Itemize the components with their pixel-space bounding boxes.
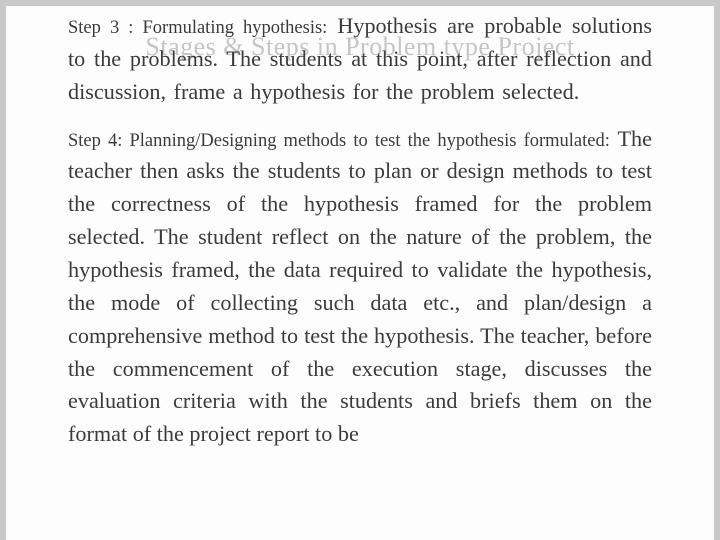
- page-content: Step 3 : Formulating hypothesis: Hypothe…: [68, 10, 652, 451]
- step-4-body: The teacher then asks the students to pl…: [68, 126, 652, 447]
- step-4-label: Step 4: Planning/Designing methods to te…: [68, 131, 610, 151]
- document-page: Stages & Steps in Problem type Project S…: [0, 0, 720, 540]
- step-3-label: Step 3 : Formulating hypothesis:: [68, 18, 327, 38]
- step-4-paragraph: Step 4: Planning/Designing methods to te…: [68, 123, 652, 452]
- step-3-paragraph: Step 3 : Formulating hypothesis: Hypothe…: [68, 10, 652, 109]
